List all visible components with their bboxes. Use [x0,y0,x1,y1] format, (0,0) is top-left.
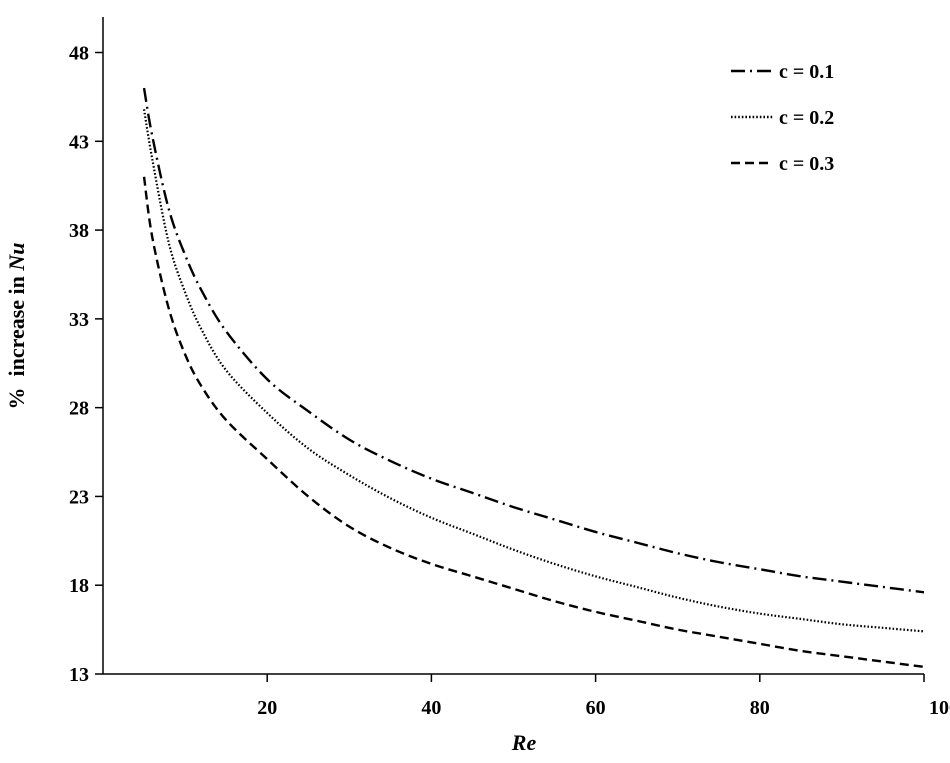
y-tick-label: 18 [69,575,89,597]
plot-frame [102,17,924,675]
y-axis-ticks: 13 18 23 28 33 38 43 48 [69,43,103,686]
series-line-2 [142,109,925,633]
legend: c = 0.1 c = 0.2 c = 0.3 [731,61,834,175]
y-tick-label: 43 [69,131,89,153]
x-tick-label: 100 [929,697,950,719]
x-axis-title: Re [511,730,537,755]
y-axis-title-variable: Nu [4,242,29,271]
series-line-3 [142,176,925,669]
y-axis-title-prefix: % increase in [4,271,29,410]
x-tick-label: 20 [257,697,277,719]
y-axis-title: % increase in Nu [4,242,29,409]
series-line-1 [142,87,925,594]
x-tick-label: 80 [750,697,770,719]
y-tick-label: 23 [69,486,89,508]
x-tick-label: 60 [586,697,606,719]
y-tick-label: 33 [69,309,89,331]
legend-label-2: c = 0.2 [779,107,834,129]
legend-label-3: c = 0.3 [779,153,834,175]
x-tick-label: 40 [421,697,441,719]
y-tick-label: 13 [69,664,89,686]
x-axis-ticks: 20 40 60 80 100 [257,674,950,719]
y-tick-label: 38 [69,220,89,242]
series-lines [142,87,925,669]
y-tick-label: 28 [69,398,89,420]
legend-label-1: c = 0.1 [779,61,834,83]
y-tick-label: 48 [69,43,89,65]
